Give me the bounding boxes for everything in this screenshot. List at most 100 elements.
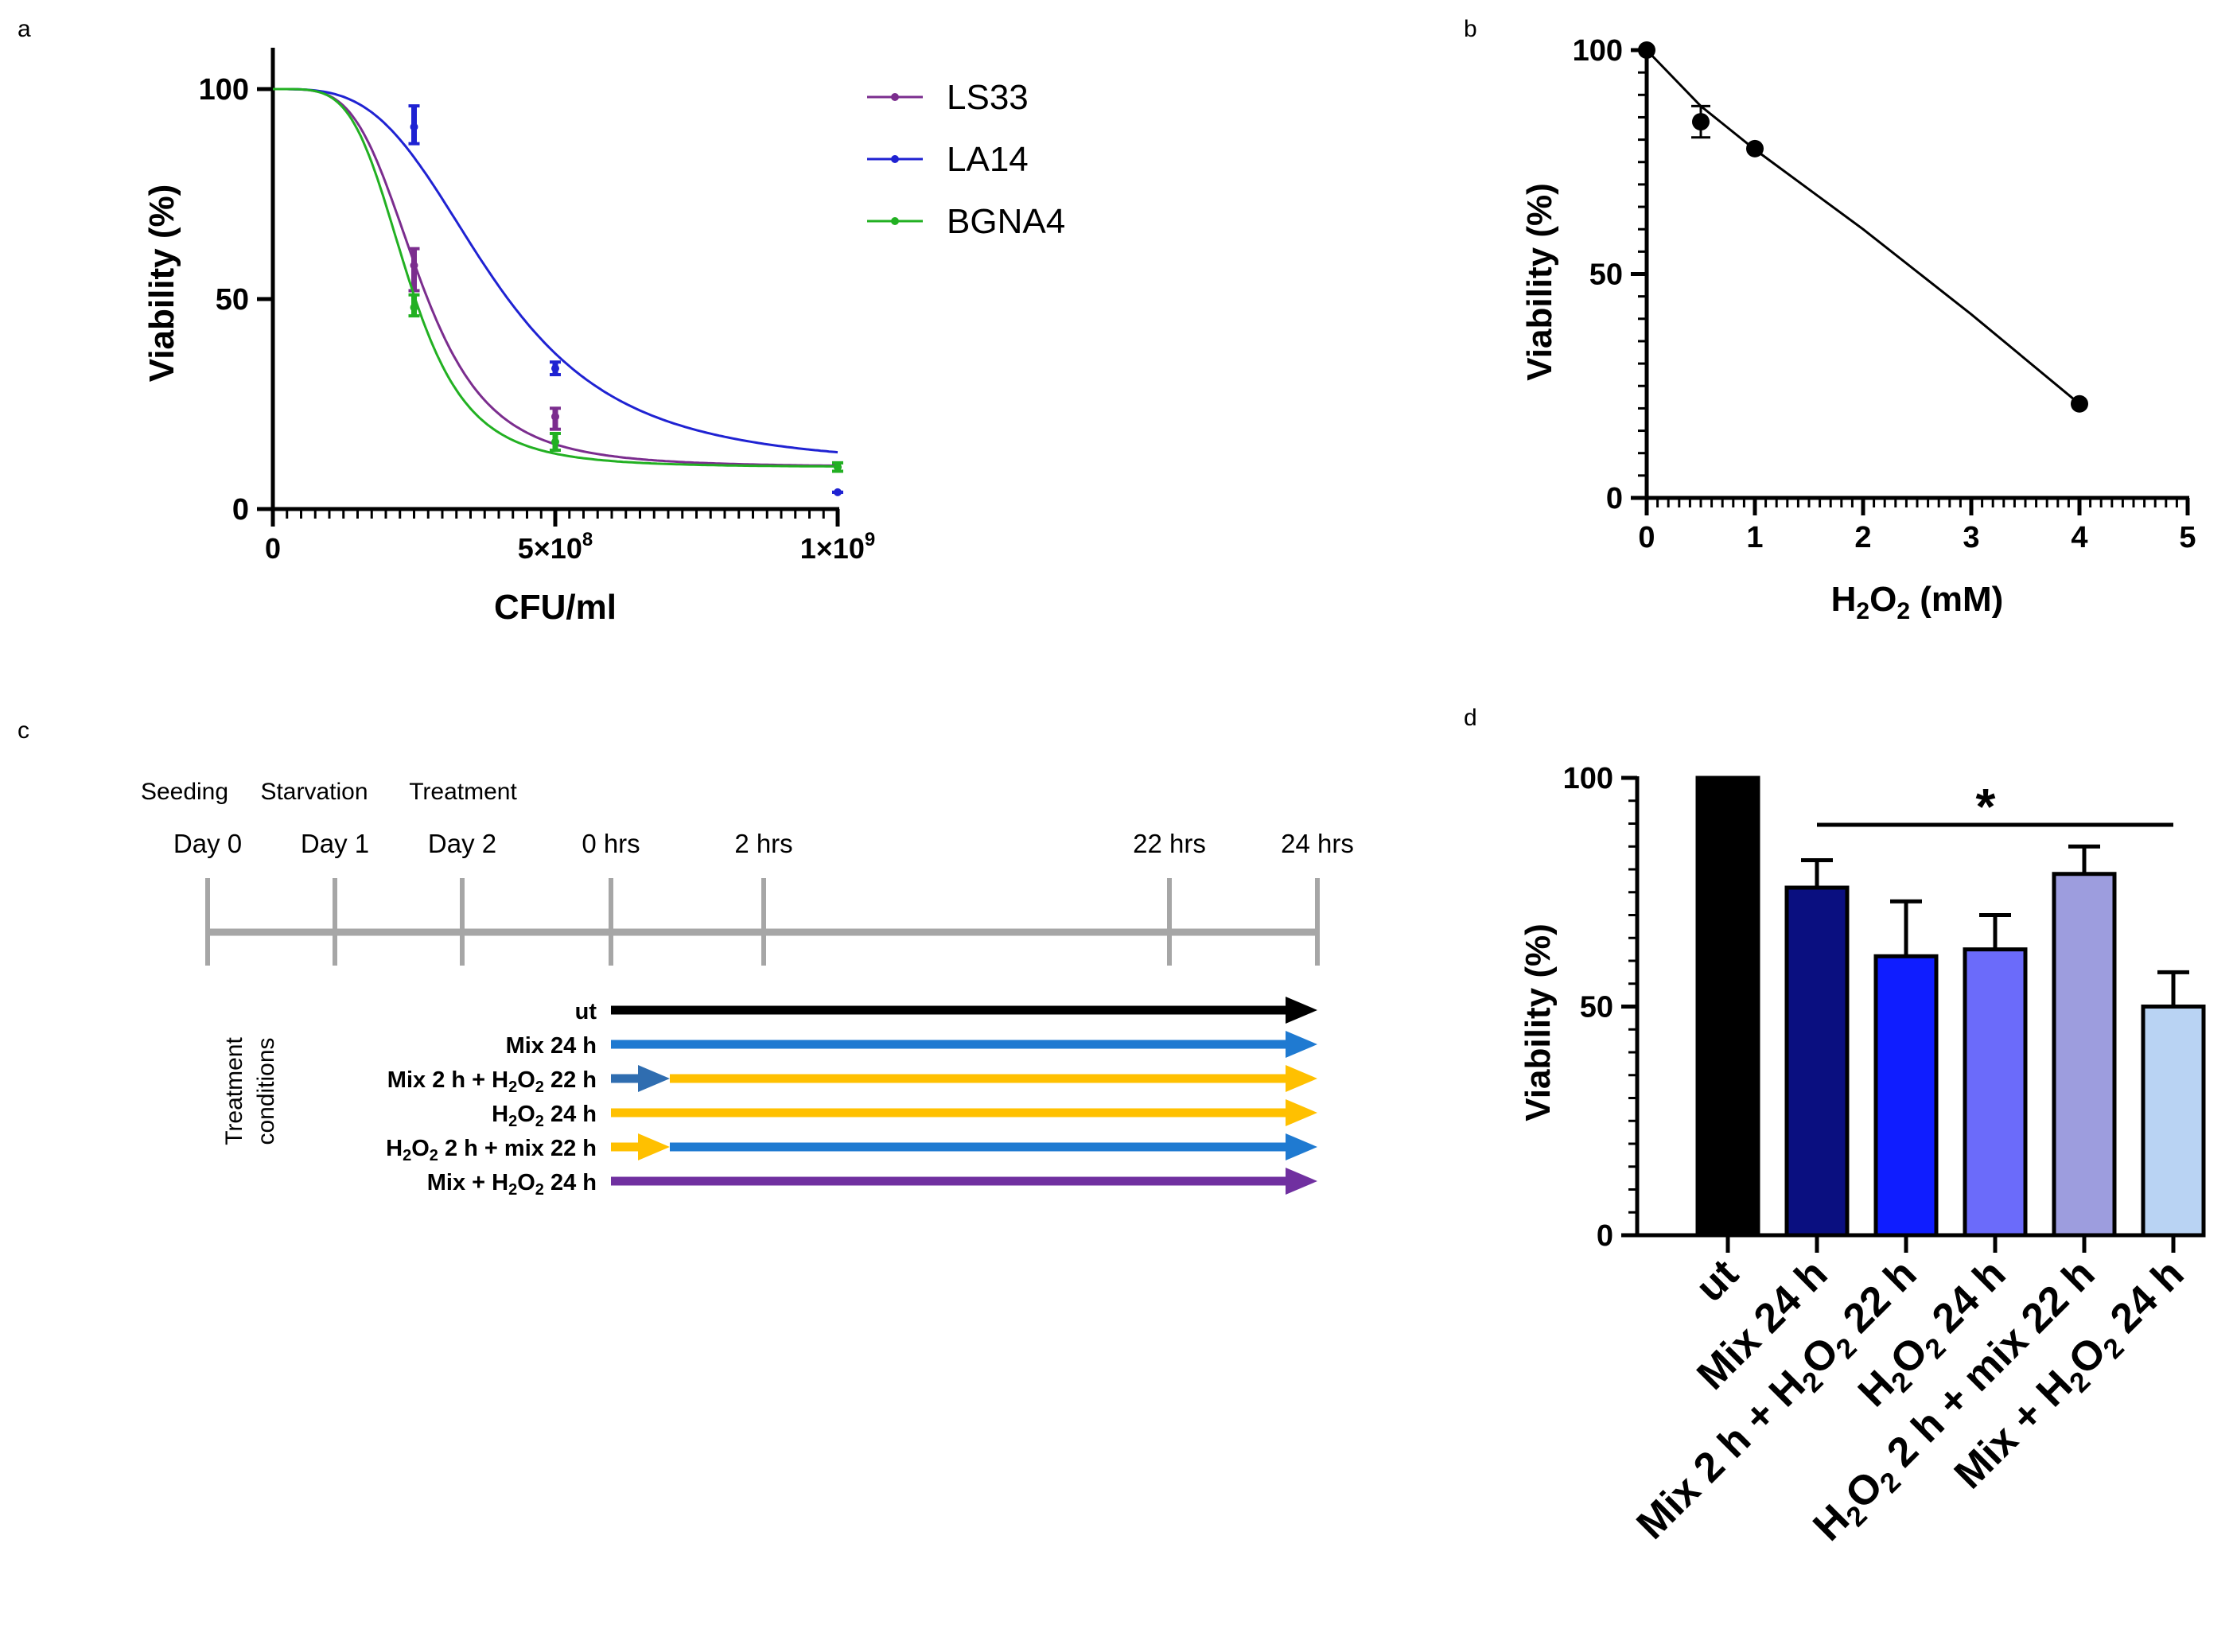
- arrow-head: [1286, 1031, 1317, 1058]
- y-axis-title: Viability (%): [1520, 183, 1559, 381]
- y-tick-label: 0: [1606, 482, 1623, 515]
- text-part: H: [492, 1102, 508, 1127]
- y-tick-label: 50: [1580, 991, 1613, 1024]
- y-axis-title: Viability (%): [142, 185, 181, 383]
- x-tick-label: 4: [2071, 521, 2087, 554]
- condition-row: ut: [575, 997, 1317, 1024]
- x-tick-label: 1×109: [800, 529, 875, 565]
- fit-curve: [273, 87, 838, 454]
- data-point: [1638, 41, 1655, 59]
- y-tick-label: 100: [199, 73, 249, 107]
- x-tick-label: 0: [1638, 521, 1655, 554]
- y-tick-label: 0: [1597, 1219, 1613, 1253]
- x-tick-label: 2: [1854, 521, 1871, 554]
- text-part: O: [411, 1136, 430, 1161]
- x-tick-label: 0: [265, 532, 281, 565]
- text-part: 22 h: [544, 1067, 597, 1093]
- condition-label: Mix 2 h + H2O2 22 h: [387, 1067, 597, 1096]
- x-tick-label: 1: [1746, 521, 1763, 554]
- series-la14: [273, 87, 843, 496]
- tick-base: 0: [265, 532, 281, 565]
- panel-letter-b: b: [1464, 16, 1477, 42]
- x-tick-label: 3: [1963, 521, 1979, 554]
- subscript: 2: [508, 1113, 517, 1130]
- condition-row: Mix + H2O2 24 h: [427, 1168, 1317, 1199]
- text-part: H: [1831, 580, 1857, 619]
- condition-row: H2O2 2 h + mix 22 h: [386, 1133, 1317, 1164]
- significance-star: *: [1976, 778, 1996, 835]
- text-part: (mM): [1910, 580, 2003, 619]
- data-point: [1692, 113, 1710, 131]
- x-axis-title: CFU/ml: [494, 588, 617, 627]
- subscript: 2: [535, 1181, 544, 1199]
- legend-entry-bgna4: BGNA4: [867, 202, 1065, 241]
- day-label: Day 0: [173, 829, 242, 858]
- text-part: ut: [1687, 1250, 1748, 1311]
- subscript: 2: [403, 1147, 411, 1164]
- hour-label: 22 hrs: [1133, 829, 1206, 858]
- condition-row: H2O2 24 h: [492, 1099, 1317, 1130]
- condition-row: Mix 24 h: [506, 1031, 1317, 1059]
- panel-letter-a: a: [18, 16, 31, 42]
- text-part: O: [1869, 580, 1896, 619]
- y-tick-label: 100: [1563, 762, 1613, 795]
- arrow-head: [1286, 1099, 1317, 1126]
- bar: [2052, 872, 2117, 1238]
- condition-label: H2O2 2 h + mix 22 h: [386, 1136, 597, 1164]
- arrow-head: [638, 1065, 670, 1092]
- category-label: ut: [1687, 1250, 1748, 1311]
- legend-label: BGNA4: [947, 202, 1065, 241]
- tick-exponent: 8: [582, 529, 593, 550]
- legend-marker: [891, 217, 899, 225]
- conditions-title-line1: Treatment: [221, 1037, 247, 1145]
- phase-label: Treatment: [409, 779, 517, 805]
- bar: [1784, 885, 1850, 1238]
- condition-label: ut: [575, 999, 597, 1024]
- conditions-title-line2: conditions: [253, 1037, 279, 1145]
- hour-label: 24 hrs: [1281, 829, 1354, 858]
- text-part: O: [517, 1170, 535, 1195]
- phase-label: Seeding: [141, 779, 228, 805]
- bar: [1963, 947, 2028, 1238]
- panel-letter-c: c: [18, 717, 29, 744]
- tick-exponent: 9: [865, 529, 875, 550]
- fit-curve: [273, 87, 838, 468]
- day-label: Day 1: [301, 829, 369, 858]
- subscript: 2: [535, 1079, 544, 1096]
- bar: [2141, 1005, 2206, 1238]
- bar-group: ut: [1687, 775, 1760, 1311]
- legend-marker: [891, 93, 899, 101]
- subscript: 2: [1856, 598, 1869, 624]
- y-tick-label: 50: [216, 283, 249, 317]
- y-tick-label: 100: [1573, 34, 1623, 68]
- subscript: 2: [535, 1113, 544, 1130]
- series-ls33: [273, 87, 843, 473]
- x-tick-label: 5: [2179, 521, 2196, 554]
- subscript: 2: [508, 1181, 517, 1199]
- data-point: [2071, 395, 2088, 413]
- series-bgna4: [273, 87, 843, 473]
- subscript: 2: [1896, 598, 1910, 624]
- text-part: ut: [575, 999, 597, 1024]
- legend-marker: [891, 155, 899, 163]
- condition-row: Mix 2 h + H2O2 22 h: [387, 1065, 1317, 1096]
- arrow-head: [638, 1133, 670, 1160]
- data-point: [551, 437, 559, 446]
- phase-label: Starvation: [260, 779, 368, 805]
- text-part: 2 h + mix 22 h: [438, 1136, 597, 1161]
- text-part: O: [517, 1102, 535, 1127]
- fit-curve: [1645, 49, 2080, 405]
- legend-label: LA14: [947, 140, 1029, 179]
- legend-label: LS33: [947, 78, 1029, 117]
- bar: [1695, 775, 1760, 1238]
- legend-entry-la14: LA14: [867, 140, 1029, 179]
- legend-entry-ls33: LS33: [867, 78, 1029, 117]
- y-tick-label: 0: [232, 493, 249, 527]
- text-part: O: [517, 1067, 535, 1093]
- text-part: Mix + H: [427, 1170, 508, 1195]
- bar-group: H2O2 2 h + mix 22 h: [1804, 844, 2117, 1550]
- arrow-head: [1286, 1168, 1317, 1195]
